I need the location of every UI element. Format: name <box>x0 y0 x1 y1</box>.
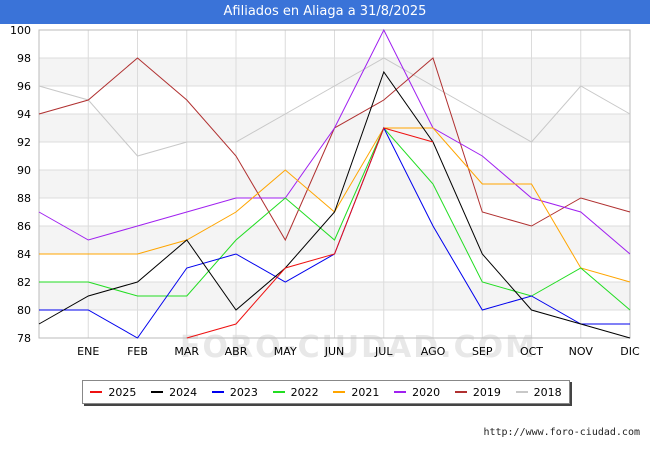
legend-label: 2025 <box>108 385 137 399</box>
x-tick-label: ABR <box>225 345 248 358</box>
legend-item-2020: 2020 <box>394 386 440 399</box>
series-line-2024 <box>38 70 631 339</box>
legend-label: 2020 <box>412 385 441 399</box>
y-tick-label: 84 <box>17 248 31 261</box>
legend-label: 2023 <box>229 385 258 399</box>
legend-label: 2018 <box>533 385 562 399</box>
x-tick-label: JUN <box>324 345 345 358</box>
x-tick-label: MAY <box>274 345 297 358</box>
legend-swatch <box>515 391 528 393</box>
legend-swatch <box>151 391 164 393</box>
y-tick-label: 80 <box>17 304 31 317</box>
y-tick-label: 78 <box>17 332 31 345</box>
legend-item-2021: 2021 <box>333 386 379 399</box>
x-tick-label: AGO <box>421 345 446 358</box>
y-tick-label: 98 <box>17 52 31 65</box>
x-tick-label: NOV <box>569 345 594 358</box>
legend-label: 2021 <box>351 385 380 399</box>
legend-swatch <box>333 391 346 393</box>
footer-url[interactable]: http://www.foro-ciudad.com <box>483 427 640 438</box>
y-tick-label: 94 <box>17 108 31 121</box>
y-tick-label: 96 <box>17 80 31 93</box>
y-tick-label: 88 <box>17 192 31 205</box>
x-tick-label: JUL <box>374 345 393 358</box>
x-tick-label: DIC <box>620 345 640 358</box>
x-tick-label: SEP <box>472 345 493 358</box>
legend-label: 2022 <box>290 385 319 399</box>
legend-item-2022: 2022 <box>272 385 319 399</box>
y-tick-label: 90 <box>17 164 31 177</box>
series-line-2018 <box>38 57 631 157</box>
series-line-2025 <box>186 127 434 339</box>
legend-swatch <box>90 391 103 393</box>
legend-item-2024: 2024 <box>151 386 197 399</box>
legend-item-2025: 2025 <box>90 386 136 399</box>
series-line-2020 <box>38 28 631 255</box>
watermark: FORO-CIUDAD.COM <box>180 330 537 365</box>
y-tick-label: 82 <box>17 276 31 289</box>
legend-item-2018: 2018 <box>515 385 562 399</box>
x-tick-label: MAR <box>174 345 199 358</box>
y-tick-label: 92 <box>17 136 31 149</box>
legend-label: 2019 <box>472 385 501 399</box>
x-tick-label: OCT <box>520 345 543 358</box>
legend-label: 2024 <box>169 385 198 399</box>
y-tick-label: 100 <box>10 24 31 37</box>
legend-swatch <box>272 391 285 393</box>
legend-swatch <box>211 391 224 393</box>
chart-legend: 2025 2024 2023 2022 2021 2020 2019 2018 <box>82 380 570 404</box>
legend-item-2019: 2019 <box>454 385 501 399</box>
legend-swatch <box>454 391 467 393</box>
plot-area <box>38 29 631 339</box>
y-tick-label: 86 <box>17 220 31 233</box>
x-tick-label: ENE <box>77 345 99 358</box>
legend-swatch <box>394 391 407 393</box>
legend-item-2023: 2023 <box>211 385 258 399</box>
chart-title: Afiliados en Aliaga a 31/8/2025 <box>0 0 650 24</box>
x-tick-label: FEB <box>127 345 148 358</box>
